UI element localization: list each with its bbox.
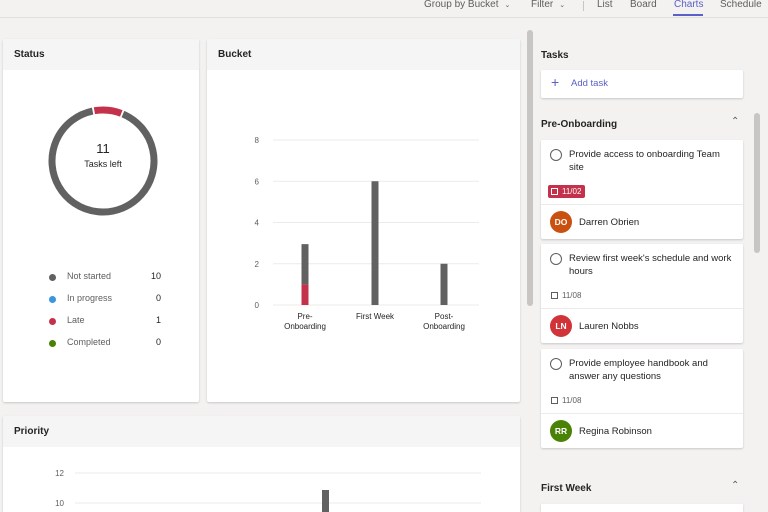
donut-slice xyxy=(48,107,158,216)
due-date: 11/02 xyxy=(562,187,582,196)
avatar[interactable]: DO xyxy=(550,211,572,233)
card-divider xyxy=(541,308,743,309)
due-date: 11/08 xyxy=(562,396,582,405)
y-tick-label: 4 xyxy=(255,219,260,228)
legend-completed: Completed 0 xyxy=(49,337,161,351)
tab-schedule[interactable]: Schedule xyxy=(720,0,762,10)
group-by-dropdown[interactable]: Group by Bucket ⌄ xyxy=(424,0,510,13)
y-tick-label: 12 xyxy=(55,469,64,478)
complete-task-checkbox[interactable] xyxy=(550,149,562,161)
assignee-name: Lauren Nobbs xyxy=(579,321,639,332)
charts-scrollbar[interactable] xyxy=(527,30,533,306)
collapse-chevron-icon[interactable]: ⌃ xyxy=(731,480,740,491)
group-by-label: Group by Bucket xyxy=(424,0,499,10)
y-tick-label: 6 xyxy=(255,177,260,186)
bar xyxy=(301,244,309,285)
tab-board[interactable]: Board xyxy=(630,0,657,10)
status-card-title: Status xyxy=(3,39,199,70)
status-donut-chart: 11 Tasks left xyxy=(47,105,159,217)
legend-value: 0 xyxy=(155,293,161,303)
x-tick-label: Post- xyxy=(435,312,454,321)
legend-label: In progress xyxy=(67,293,113,303)
assignee-name: Regina Robinson xyxy=(579,426,652,437)
status-color-dot xyxy=(49,318,56,325)
card-divider xyxy=(541,204,743,205)
status-card: Status 11 Tasks left Not started 10 In p… xyxy=(3,39,199,402)
legend-value: 10 xyxy=(150,271,161,281)
avatar[interactable]: RR xyxy=(550,420,572,442)
bucket-card-title: Bucket xyxy=(207,39,520,70)
tasks-left-label: Tasks left xyxy=(84,159,122,169)
toolbar-divider xyxy=(583,1,584,11)
x-tick-label: First Week xyxy=(356,312,395,321)
bar xyxy=(371,181,379,305)
legend-in-progress: In progress 0 xyxy=(49,293,161,307)
legend-label: Completed xyxy=(67,337,111,347)
chevron-down-icon: ⌄ xyxy=(559,2,566,9)
view-toolbar: Group by Bucket ⌄ Filter ⌄ List Board Char… xyxy=(0,0,768,18)
chevron-down-icon: ⌄ xyxy=(504,2,511,9)
active-tab-indicator xyxy=(673,14,703,16)
legend-value: 0 xyxy=(155,337,161,347)
tasks-left-count: 11 xyxy=(96,141,110,156)
plus-icon: + xyxy=(551,74,560,90)
priority-card-title: Priority xyxy=(3,416,520,447)
section-header-first-week: First Week xyxy=(541,483,592,494)
section-header-pre-onboarding: Pre-Onboarding xyxy=(541,119,618,130)
due-date-badge: 11/08 xyxy=(548,394,585,407)
filter-label: Filter xyxy=(531,0,554,10)
task-card[interactable]: Provide employee handbook and answer any… xyxy=(541,349,743,448)
x-tick-label: Onboarding xyxy=(284,322,326,331)
legend-late: Late 1 xyxy=(49,315,161,329)
y-tick-label: 10 xyxy=(55,499,64,508)
donut-svg xyxy=(48,106,158,216)
task-title: Review first week's schedule and work ho… xyxy=(569,253,732,277)
legend-not-started: Not started 10 xyxy=(49,271,161,285)
tab-list[interactable]: List xyxy=(597,0,613,10)
task-title: Provide access to onboarding Team site xyxy=(569,149,720,173)
task-title: Provide employee handbook and answer any… xyxy=(569,358,708,382)
calendar-icon xyxy=(551,292,558,299)
complete-task-checkbox[interactable] xyxy=(550,358,562,370)
collapse-chevron-icon[interactable]: ⌃ xyxy=(731,116,740,127)
avatar[interactable]: LN xyxy=(550,315,572,337)
card-divider xyxy=(541,413,743,414)
due-date-badge: 11/02 xyxy=(548,185,586,198)
add-task-button[interactable]: + Add task xyxy=(541,70,743,98)
due-date: 11/08 xyxy=(562,291,582,300)
x-tick-label: Pre- xyxy=(297,312,312,321)
status-color-dot xyxy=(49,274,56,281)
y-tick-label: 8 xyxy=(255,136,260,145)
priority-card: Priority 12 10 xyxy=(3,416,520,512)
priority-bar-chart: 12 10 xyxy=(55,469,481,512)
tasks-left-summary: 11 Tasks left xyxy=(47,141,159,169)
legend-label: Not started xyxy=(67,271,112,281)
tab-charts[interactable]: Charts xyxy=(674,0,704,10)
legend-label: Late xyxy=(67,315,85,325)
bar xyxy=(440,263,448,305)
task-card[interactable] xyxy=(541,504,743,512)
x-tick-label: Onboarding xyxy=(423,322,465,331)
status-color-dot xyxy=(49,296,56,303)
due-date-badge: 11/08 xyxy=(548,289,585,302)
bucket-card: Bucket 0 2 4 6 8 Pre- Onboarding First Week Post… xyxy=(207,39,520,402)
bar xyxy=(301,284,309,305)
tasks-panel-title: Tasks xyxy=(541,50,569,61)
task-card[interactable]: Review first week's schedule and work ho… xyxy=(541,244,743,343)
y-tick-label: 0 xyxy=(255,301,260,310)
task-card[interactable]: Provide access to onboarding Team site 1… xyxy=(541,140,743,239)
tasks-scrollbar[interactable] xyxy=(754,113,760,253)
donut-slice xyxy=(93,106,123,117)
calendar-icon xyxy=(551,397,558,404)
complete-task-checkbox[interactable] xyxy=(550,253,562,265)
y-tick-label: 2 xyxy=(255,260,260,269)
add-task-label: Add task xyxy=(571,78,608,89)
calendar-icon xyxy=(551,188,558,195)
assignee-name: Darren Obrien xyxy=(579,217,640,228)
bar xyxy=(322,490,329,512)
legend-value: 1 xyxy=(155,315,161,325)
status-color-dot xyxy=(49,340,56,347)
filter-dropdown[interactable]: Filter ⌄ xyxy=(531,0,565,13)
